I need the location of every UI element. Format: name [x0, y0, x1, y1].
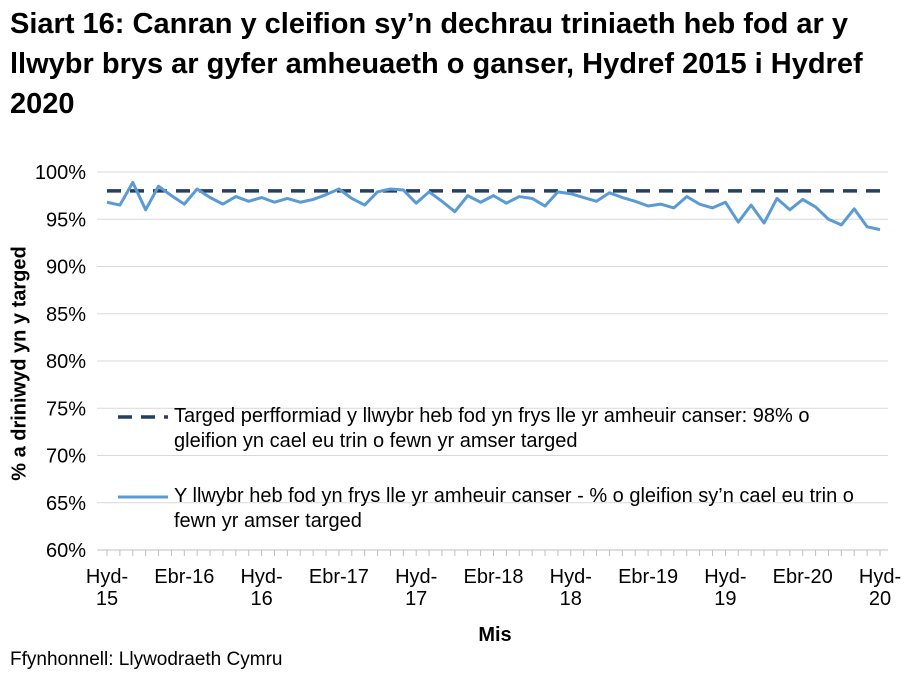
x-tick-label: Hyd-15 [85, 566, 129, 610]
y-tick-label: 90% [46, 257, 86, 279]
chart-title: Siart 16: Canran y cleifion sy’n dechrau… [10, 8, 863, 120]
x-axis-title: Mis [478, 624, 512, 646]
y-tick-label: 85% [46, 304, 86, 326]
series-line [106, 180, 881, 232]
x-tick-label: Ebr-19 [618, 566, 679, 588]
y-tick-label: 80% [46, 351, 86, 373]
y-tick-label: 65% [46, 493, 86, 515]
y-axis-title: % a driniwyd yn y targed [8, 246, 31, 481]
x-tick-label: Hyd-19 [704, 566, 747, 610]
x-tick-label: Hyd-16 [240, 566, 283, 610]
x-tick-label: Hyd-18 [549, 566, 592, 610]
y-tick-label: 95% [46, 209, 86, 231]
y-tick-label: 70% [46, 446, 86, 468]
x-tick-label: Ebr-17 [308, 566, 369, 588]
x-tick-label: Ebr-18 [463, 566, 524, 588]
x-tick-label: Ebr-20 [772, 566, 833, 588]
x-tick-label: Ebr-16 [154, 566, 215, 588]
y-tick-label: 100% [35, 162, 86, 184]
x-tick-label: Hyd-17 [395, 566, 438, 610]
y-tick-label: 75% [46, 398, 86, 420]
x-tick-label: Hyd-20 [858, 566, 902, 610]
legend-label: Y llwybr heb fod yn frys lle yr amheuir … [174, 485, 854, 532]
legend-label: Targed perfformiad y llwybr heb fod yn f… [174, 405, 810, 452]
y-tick-label: 60% [46, 540, 86, 562]
source-note: Ffynhonnell: Llywodraeth Cymru [10, 649, 283, 670]
